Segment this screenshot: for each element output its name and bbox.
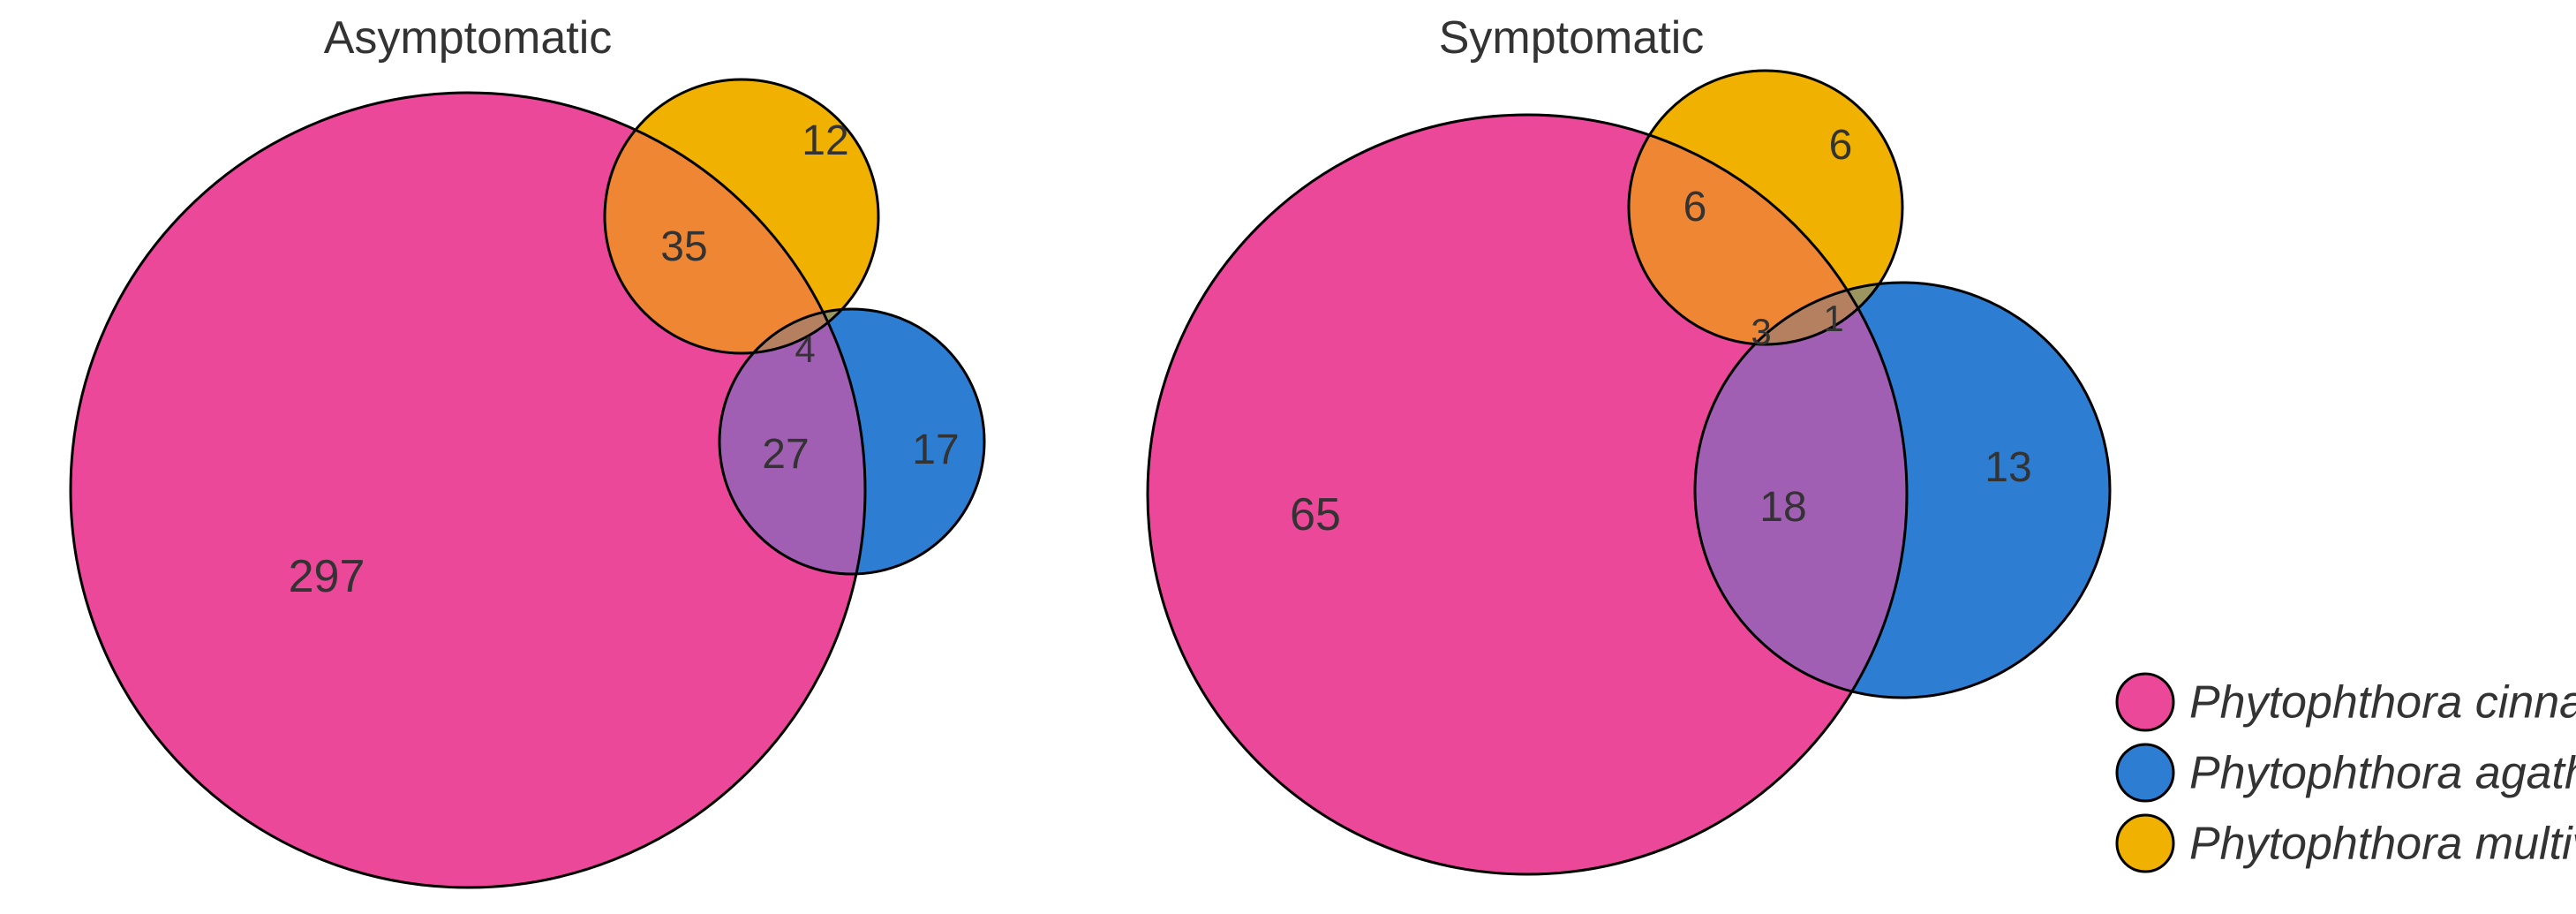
legend-label-multivora: Phytophthora multivora (2189, 819, 2576, 870)
legend: Phytophthora cinnamomi Phytophthora agat… (2117, 674, 2576, 872)
figure-container: Asymptomatic 297 12 17 35 27 4 (0, 0, 2576, 914)
panel-title-asymptomatic: Asymptomatic (324, 12, 613, 64)
legend-badge-multivora (2117, 815, 2173, 872)
value-cinn-mult-symptomatic: 6 (1683, 184, 1707, 230)
value-all-symptomatic: 3 (1751, 311, 1771, 352)
value-cinn-agath-asymptomatic: 27 (762, 431, 809, 478)
value-agathidicida-only-asymptomatic: 17 (912, 427, 959, 473)
value-agath-mult-symptomatic: 1 (1823, 298, 1843, 339)
legend-label-agathidicida: Phytophthora agathidicida (2189, 748, 2576, 799)
value-cinnamomi-only-asymptomatic: 297 (289, 551, 365, 602)
value-multivora-only-symptomatic: 6 (1829, 122, 1853, 169)
legend-label-cinnamomi: Phytophthora cinnamomi (2189, 677, 2576, 729)
value-cinnamomi-only-symptomatic: 65 (1290, 489, 1341, 540)
panel-symptomatic: Symptomatic 65 6 13 6 18 1 3 (1148, 12, 2110, 874)
value-multivora-only-asymptomatic: 12 (802, 117, 848, 164)
legend-badge-agathidicida (2117, 744, 2173, 801)
legend-badge-cinnamomi (2117, 674, 2173, 730)
value-cinn-agath-symptomatic: 18 (1759, 484, 1806, 531)
value-all-asymptomatic: 4 (795, 329, 815, 370)
value-cinn-mult-asymptomatic: 35 (660, 223, 707, 270)
panel-title-symptomatic: Symptomatic (1439, 12, 1705, 64)
panel-asymptomatic: Asymptomatic 297 12 17 35 27 4 (71, 12, 984, 888)
value-agathidicida-only-symptomatic: 13 (1985, 444, 2031, 491)
venn-figure: Asymptomatic 297 12 17 35 27 4 (0, 0, 2576, 914)
